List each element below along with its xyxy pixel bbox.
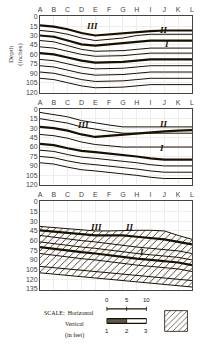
svg-text:Depth(inches): Depth(inches) bbox=[7, 42, 24, 65]
svg-text:L: L bbox=[190, 99, 194, 106]
svg-text:15: 15 bbox=[30, 115, 38, 122]
svg-text:30: 30 bbox=[30, 218, 38, 225]
svg-text:15: 15 bbox=[30, 208, 38, 215]
svg-text:120: 120 bbox=[26, 181, 38, 188]
svg-text:105: 105 bbox=[26, 172, 38, 179]
svg-text:I: I bbox=[139, 247, 144, 257]
svg-text:120: 120 bbox=[26, 89, 38, 96]
svg-text:F: F bbox=[107, 191, 111, 198]
svg-text:E: E bbox=[93, 99, 98, 106]
svg-text:10: 10 bbox=[143, 297, 150, 303]
svg-text:D: D bbox=[79, 6, 84, 13]
svg-text:E: E bbox=[93, 191, 98, 198]
svg-text:45: 45 bbox=[30, 41, 38, 48]
svg-text:B: B bbox=[51, 191, 56, 198]
svg-text:III: III bbox=[90, 222, 102, 232]
svg-text:E: E bbox=[93, 6, 98, 13]
svg-text:J: J bbox=[163, 99, 167, 106]
svg-text:G: G bbox=[120, 191, 125, 198]
svg-text:I: I bbox=[150, 6, 152, 13]
svg-text:0: 0 bbox=[34, 198, 38, 205]
svg-text:105: 105 bbox=[26, 266, 38, 273]
svg-text:A: A bbox=[38, 99, 43, 106]
svg-text:3: 3 bbox=[144, 328, 148, 334]
svg-text:30: 30 bbox=[30, 125, 38, 132]
svg-text:H: H bbox=[134, 6, 139, 13]
svg-text:B: B bbox=[51, 6, 56, 13]
svg-text:B: B bbox=[51, 99, 56, 106]
svg-text:II: II bbox=[159, 119, 168, 129]
svg-text:G: G bbox=[120, 99, 125, 106]
svg-text:I: I bbox=[150, 191, 152, 198]
svg-text:0: 0 bbox=[34, 13, 38, 20]
svg-text:75: 75 bbox=[30, 247, 38, 254]
svg-text:C: C bbox=[65, 191, 70, 198]
svg-text:F: F bbox=[107, 6, 111, 13]
svg-text:D: D bbox=[79, 191, 84, 198]
svg-text:H: H bbox=[134, 99, 139, 106]
svg-text:C: C bbox=[65, 6, 70, 13]
svg-text:90: 90 bbox=[30, 162, 38, 169]
svg-text:60: 60 bbox=[30, 237, 38, 244]
svg-text:45: 45 bbox=[30, 134, 38, 141]
svg-text:Vertical: Vertical bbox=[65, 321, 84, 327]
svg-text:A: A bbox=[38, 6, 43, 13]
svg-text:K: K bbox=[176, 99, 181, 106]
svg-text:II: II bbox=[125, 222, 134, 232]
svg-text:D: D bbox=[79, 99, 84, 106]
svg-text:III: III bbox=[77, 120, 89, 130]
svg-text:2: 2 bbox=[125, 328, 129, 334]
svg-text:II: II bbox=[159, 25, 168, 35]
svg-text:F: F bbox=[107, 99, 111, 106]
svg-text:0: 0 bbox=[105, 297, 109, 303]
svg-text:75: 75 bbox=[30, 153, 38, 160]
svg-text:I: I bbox=[150, 99, 152, 106]
svg-text:I: I bbox=[159, 143, 164, 153]
svg-text:60: 60 bbox=[30, 51, 38, 58]
svg-text:J: J bbox=[163, 6, 167, 13]
svg-text:5: 5 bbox=[125, 297, 129, 303]
svg-text:C: C bbox=[65, 99, 70, 106]
svg-text:K: K bbox=[176, 191, 181, 198]
svg-text:A: A bbox=[38, 191, 43, 198]
svg-text:G: G bbox=[120, 6, 125, 13]
svg-text:0: 0 bbox=[34, 106, 38, 113]
svg-text:90: 90 bbox=[30, 256, 38, 263]
svg-text:135: 135 bbox=[26, 285, 38, 292]
svg-text:I: I bbox=[164, 39, 169, 49]
svg-text:SCALE: Horizontal: SCALE: Horizontal bbox=[44, 310, 94, 316]
svg-text:30: 30 bbox=[30, 32, 38, 39]
svg-text:K: K bbox=[176, 6, 181, 13]
svg-text:III: III bbox=[86, 21, 98, 31]
svg-text:L: L bbox=[190, 6, 194, 13]
svg-text:(in feet): (in feet) bbox=[65, 332, 84, 339]
svg-text:60: 60 bbox=[30, 143, 38, 150]
svg-text:45: 45 bbox=[30, 227, 38, 234]
svg-text:15: 15 bbox=[30, 23, 38, 30]
svg-text:J: J bbox=[163, 191, 167, 198]
svg-text:120: 120 bbox=[26, 276, 38, 283]
svg-text:L: L bbox=[190, 191, 194, 198]
svg-text:H: H bbox=[134, 191, 139, 198]
svg-text:1: 1 bbox=[105, 328, 109, 334]
svg-text:75: 75 bbox=[30, 60, 38, 67]
svg-text:105: 105 bbox=[26, 79, 38, 86]
svg-text:90: 90 bbox=[30, 70, 38, 77]
